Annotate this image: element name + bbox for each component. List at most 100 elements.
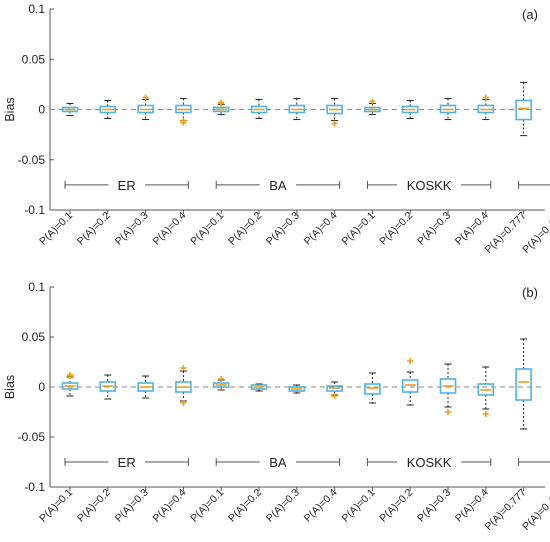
category-label: P(A)=0.4: [453, 210, 491, 248]
y-tick-label: 0.1: [28, 280, 45, 294]
box-iqr: [439, 104, 457, 114]
outlier-marker: [67, 373, 73, 379]
category-label: P(A)=0.4: [302, 210, 340, 248]
category-label: P(A)=0.1: [188, 487, 226, 525]
y-tick-label: -0.05: [18, 430, 46, 444]
box-iqr: [61, 106, 79, 113]
y-axis-label: Bias: [3, 97, 17, 121]
group-label: ER: [118, 455, 136, 470]
group-bracket: MSM: [518, 180, 550, 189]
outlier-marker: [482, 411, 489, 417]
box-plot: [175, 365, 192, 406]
category-label: P(A)=0.2: [75, 210, 113, 248]
box-plot: [99, 374, 117, 400]
box-iqr: [288, 104, 306, 114]
box-plot: [250, 98, 268, 120]
group-label: BA: [269, 455, 287, 470]
box-iqr: [288, 386, 306, 392]
category-label: P(A)=0.4: [302, 487, 340, 525]
box-iqr: [401, 379, 419, 393]
box-plot: [137, 94, 154, 121]
box-plot: [288, 384, 306, 394]
panel-label: (b): [522, 285, 538, 300]
box-plot: [401, 99, 419, 120]
group-bracket: BA: [215, 455, 341, 470]
category-label: P(A)=0.2: [226, 210, 264, 248]
category-label: P(A)=0.2: [377, 210, 415, 248]
box-iqr: [515, 368, 532, 401]
box-iqr: [515, 99, 532, 121]
category-label: P(A)=0.2: [226, 487, 264, 525]
box-plot: [477, 94, 495, 121]
box-plot: [137, 375, 154, 399]
outlier-marker: [142, 94, 149, 101]
category-label: P(A)=0.2: [377, 487, 415, 525]
box-iqr: [439, 378, 457, 394]
box-iqr: [364, 106, 381, 113]
group-label: KOSKK: [407, 178, 452, 193]
outlier-marker: [218, 99, 225, 106]
box-iqr: [99, 381, 117, 392]
outlier-marker: [218, 376, 225, 382]
panel-label: (a): [522, 7, 538, 22]
group-bracket: ER: [64, 178, 189, 193]
outlier-marker: [331, 393, 338, 399]
y-axis-label: Bias: [3, 375, 17, 399]
box-plot: [175, 97, 192, 126]
y-tick-label: -0.1: [24, 480, 45, 494]
box-iqr: [212, 106, 230, 113]
box-iqr: [364, 383, 381, 395]
category-label: P(A)=0.3: [113, 487, 151, 525]
outlier-marker: [369, 98, 376, 105]
outlier-marker: [407, 358, 414, 364]
box-plot: [326, 381, 343, 399]
category-label: P(A)=0.3: [113, 210, 151, 248]
box-plot: [212, 99, 230, 116]
group-label: KOSKK: [407, 455, 452, 470]
box-iqr: [326, 104, 343, 115]
group-bracket: BA: [215, 178, 341, 193]
box-plot: [250, 383, 268, 392]
box-plot: [326, 97, 343, 127]
box-plot: [61, 372, 79, 397]
group-bracket: KOSKK: [366, 455, 492, 470]
category-label: P(A)=0.1: [188, 210, 226, 248]
box-iqr: [99, 105, 117, 114]
box-plot: [401, 358, 419, 406]
y-tick-label: 0.1: [28, 2, 45, 16]
box-iqr: [137, 382, 154, 392]
box-iqr: [477, 383, 495, 396]
category-label: P(A)=0.2: [75, 487, 113, 525]
y-tick-label: 0: [38, 103, 45, 117]
y-tick-label: 0.05: [22, 52, 46, 66]
box-plot: [288, 97, 306, 121]
category-label: P(A)=0.4: [151, 210, 189, 248]
group-bracket: ER: [64, 455, 189, 470]
outlier-marker: [180, 117, 187, 124]
outlier-marker: [482, 94, 489, 101]
outlier-marker: [180, 400, 187, 406]
outlier-marker: [445, 409, 451, 415]
category-label: P(A)=0.1: [340, 487, 378, 525]
outlier-marker: [331, 120, 338, 127]
box-plot: [61, 102, 79, 117]
box-iqr: [175, 381, 192, 393]
group-label: ER: [118, 178, 136, 193]
box-iqr: [401, 105, 419, 114]
box-iqr: [477, 104, 495, 114]
box-plot: [99, 99, 117, 120]
box-plot: [364, 372, 381, 404]
box-iqr: [212, 382, 230, 388]
y-tick-label: 0: [38, 380, 45, 394]
box-plot: [515, 338, 532, 430]
category-label: P(A)=0.3: [264, 210, 302, 248]
category-label: P(A)=0.4: [453, 487, 491, 525]
box-iqr: [250, 384, 268, 390]
box-plot: [364, 98, 381, 116]
category-label: P(A)=0.3: [415, 210, 453, 248]
y-tick-label: 0.05: [22, 330, 46, 344]
box-plot: [439, 97, 457, 121]
